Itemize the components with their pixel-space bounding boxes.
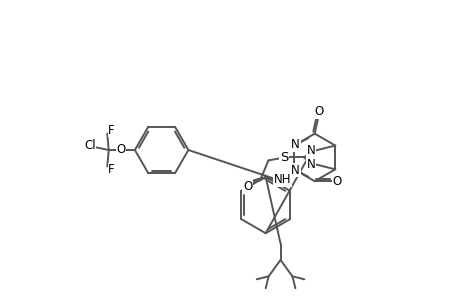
Text: NH: NH <box>274 173 291 186</box>
Text: O: O <box>116 143 126 156</box>
Text: O: O <box>332 175 341 188</box>
Text: N: N <box>291 164 299 177</box>
Text: F: F <box>108 124 114 136</box>
Text: S: S <box>280 151 288 164</box>
Text: Cl: Cl <box>84 139 95 152</box>
Text: N: N <box>306 144 314 157</box>
Text: O: O <box>242 180 252 193</box>
Text: N: N <box>306 158 314 171</box>
Text: O: O <box>314 106 324 118</box>
Text: N: N <box>291 138 299 151</box>
Text: F: F <box>108 164 114 176</box>
